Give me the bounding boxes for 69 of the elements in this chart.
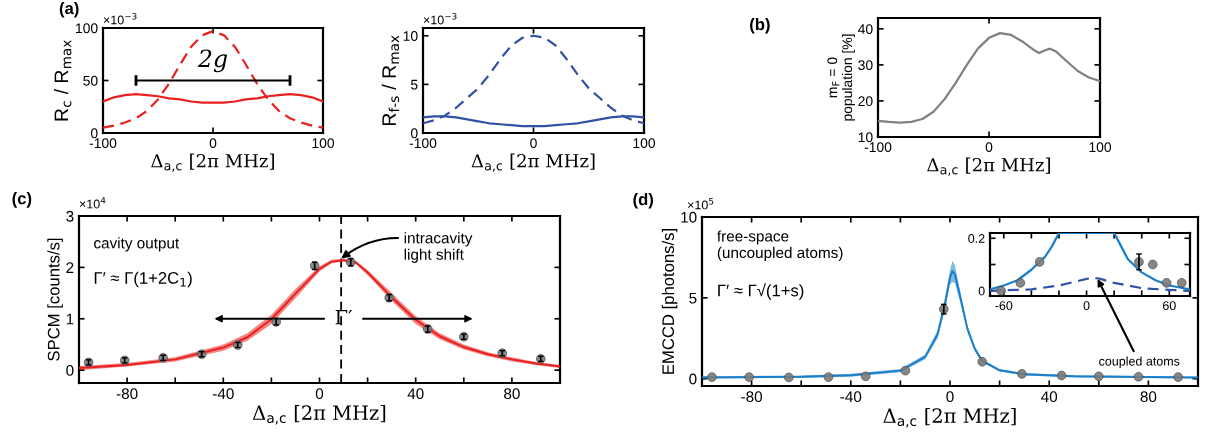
x-tick-label: 100 (633, 138, 656, 149)
x-tick-label: 40 (1041, 391, 1058, 403)
x-tick-label: -40 (212, 388, 234, 400)
y-tick-label: 0 (90, 128, 98, 139)
y-tick-label: 5 (689, 292, 697, 304)
x-tick-label: 0 (946, 391, 954, 403)
y-tick-label: 10 (403, 31, 418, 41)
y-axis-title: EMCCD [photons/s] (661, 229, 678, 374)
y-axis-title: R$_{c}$ / R$_{max}$ (53, 40, 72, 121)
text: ×10$^{−3}$ (103, 12, 137, 25)
x-axis-title: Δ$_{a,c}$ [2π MHz] (927, 157, 1050, 176)
x-axis-title: Δ$_{a,c}$ [2π MHz] (151, 153, 274, 172)
text: ×10$^{4}$ (79, 197, 106, 209)
x-tick-label: 0 (209, 138, 217, 149)
annotation: coupled atoms (1099, 356, 1180, 369)
x-tick-label: 0 (985, 142, 993, 153)
y-tick-label: 0.2 (968, 234, 985, 243)
x-tick-label: -40 (840, 391, 862, 403)
x-tick-label: 60 (1162, 301, 1176, 311)
y-axis-title: R$_{f-s}$ / R$_{max}$ (381, 35, 400, 126)
y-tick-label: 3 (66, 210, 74, 222)
annotation: free-space (uncoupled atoms) (717, 230, 843, 262)
y-tick-label: 20 (858, 96, 873, 107)
y-tick-label: 10 (681, 211, 697, 223)
y-tick-label: 0 (66, 365, 74, 376)
chart-title: (c) (12, 192, 32, 208)
x-tick-label: 0 (315, 388, 324, 400)
annotation: Γ′ ≈ Γ(1+2C$_{1}$) (94, 271, 192, 288)
line-series (103, 30, 323, 129)
x-tick-label: 0 (1083, 301, 1090, 311)
y-tick-label: 40 (858, 24, 873, 34)
text: ×10$^{−3}$ (423, 12, 457, 25)
y-tick-label: 100 (76, 23, 98, 34)
x-tick-label: -100 (89, 138, 117, 149)
text: ×10$^{5}$ (687, 198, 714, 210)
y-tick-label: 0 (410, 128, 418, 139)
y-tick-label: 50 (83, 75, 98, 86)
y-axis-title: SPCM [counts/s] (47, 238, 63, 361)
chart-title: (b) (750, 18, 770, 34)
line-series (990, 276, 1190, 292)
x-tick-label: 0 (530, 138, 537, 149)
annotation: cavity output (94, 237, 180, 252)
x-tick-label: 80 (1140, 391, 1157, 403)
x-axis-title: Δ$_{a,c}$ [2π MHz] (252, 404, 386, 425)
annotation: Γ′ ≈ Γ√(1+s) (718, 283, 804, 300)
x-tick-label: 100 (312, 138, 335, 149)
x-tick-label: -100 (864, 142, 892, 153)
annotation: Γ′ (335, 309, 353, 325)
y-tick-label: 2 (66, 262, 74, 273)
x-axis-title: Δ$_{a,c}$ [2π MHz] (883, 407, 1016, 428)
chart-title: (d) (633, 193, 654, 209)
chart-title: (a) (59, 1, 79, 18)
x-tick-label: -100 (409, 138, 437, 149)
x-axis-title: Δ$_{a,c}$ [2π MHz] (471, 153, 595, 172)
line-series (423, 34, 644, 125)
y-tick-label: 10 (858, 132, 873, 143)
y-tick-label: 30 (858, 60, 873, 71)
x-tick-label: -60 (995, 301, 1013, 311)
y-axis-title: m$_{F}$ = 0 population [%] (827, 34, 855, 121)
line-series (878, 32, 1100, 124)
y-tick-label: 1 (66, 313, 74, 325)
x-tick-label: -80 (741, 391, 763, 403)
x-tick-label: 100 (1089, 142, 1112, 153)
x-tick-label: -80 (116, 388, 138, 400)
annotation: intracavity light shift (404, 232, 473, 263)
annotation: 2g (197, 49, 228, 73)
y-tick-label: 0 (689, 373, 697, 385)
y-tick-label: 5 (410, 79, 418, 90)
x-tick-label: 80 (504, 388, 520, 400)
